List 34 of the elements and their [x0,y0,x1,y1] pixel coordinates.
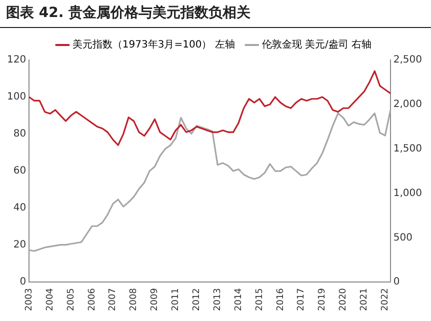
x-tick-label: 2003 [24,288,34,311]
x-tick-label: 2020 [338,288,349,311]
x-tick-label: 2019 [318,288,328,311]
x-tick-label: 2014 [234,288,244,311]
y2-tick-label: 1,500 [393,143,422,154]
chart-title: 图表 42. 贵金属价格与美元指数负相关 [0,0,431,28]
x-tick-label: 2009 [150,288,160,311]
x-tick-label: 2016 [276,288,286,311]
y-tick-label: 60 [13,166,26,177]
x-tick-label: 2013 [212,288,223,311]
y-tick-label: 120 [6,54,26,66]
y2-tick-label: 0 [393,276,400,288]
y2-tick-label: 2,500 [393,54,422,66]
x-tick-label: 2004 [45,288,56,311]
legend-label: 美元指数（1973年3月=100） 左轴 [72,38,235,51]
x-tick-label: 2006 [87,288,98,311]
x-tick-label: 2005 [66,288,76,311]
x-tick-label: 2015 [254,288,265,311]
legend-label: 伦敦金现 美元/盎司 右轴 [262,38,372,51]
y2-tick-label: 2,000 [393,99,422,110]
x-tick-label: 2008 [129,288,140,311]
x-tick-label: 2022 [380,288,390,311]
y-tick-label: 80 [13,128,26,140]
y-tick-label: 40 [13,202,26,214]
x-tick-label: 2011 [171,288,182,311]
x-tick-label: 2017 [296,288,307,311]
x-tick-label: 2007 [108,288,118,311]
y-tick-label: 0 [20,276,26,288]
y-tick-label: 20 [13,240,26,251]
y2-tick-label: 1,000 [393,188,422,199]
y-tick-label: 100 [6,92,26,103]
x-tick-label: 2021 [360,288,370,311]
x-tick-label: 2012 [192,288,202,311]
y2-tick-label: 500 [393,232,412,244]
